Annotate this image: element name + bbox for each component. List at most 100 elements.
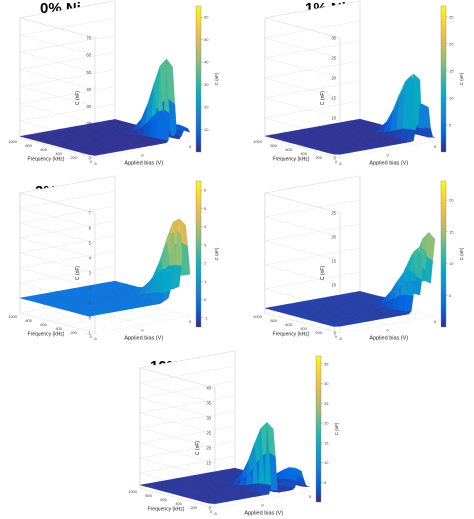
grid-line xyxy=(139,365,236,404)
z-tick-label: 0 xyxy=(334,156,337,161)
z-tick-label: -1 xyxy=(87,331,91,336)
z-tick-label: 10 xyxy=(206,476,211,481)
grid-line xyxy=(264,312,341,334)
x-tick-label: 0 xyxy=(386,153,389,158)
grid-line xyxy=(19,220,116,259)
colorbar-tick-label: 30 xyxy=(204,82,209,87)
chart-panel: 1% Ni051015202530C (nF)10008006004002000… xyxy=(245,0,474,168)
grid-line xyxy=(19,312,96,334)
x-tick-label: -5 xyxy=(338,336,342,341)
x-tick-label: 5 xyxy=(189,319,192,324)
x-tick-label: -5 xyxy=(213,511,217,516)
colorbar-tick-label: 25 xyxy=(449,14,454,19)
colorbar-tick-label: 15 xyxy=(449,68,454,73)
colorbar-label: C (nF) xyxy=(214,72,219,85)
z-tick-label: 4 xyxy=(89,256,92,261)
colorbar xyxy=(440,5,447,153)
z-tick-label: 30 xyxy=(86,104,91,109)
x-tick-label: 5 xyxy=(434,144,437,149)
colorbar-label: C (nF) xyxy=(459,72,464,85)
z-tick-label: 7 xyxy=(89,211,92,216)
grid-line xyxy=(19,52,116,90)
colorbar-tick-label: 20 xyxy=(449,198,454,203)
chart-panel: 10% Ni0510152025303540C (nF)100080060040… xyxy=(120,350,350,518)
colorbar-tick-label: 10 xyxy=(204,127,209,132)
grid-line xyxy=(264,199,361,238)
y-tick-label: 400 xyxy=(175,501,182,506)
z-tick-label: 2 xyxy=(89,286,92,291)
grid-line xyxy=(19,0,116,39)
surface xyxy=(19,218,191,317)
x-tick-label: 5 xyxy=(309,494,312,499)
z-axis-label: C (nF) xyxy=(75,266,81,281)
surface xyxy=(264,73,436,155)
z-tick-label: 15 xyxy=(331,96,336,101)
colorbar-tick-label: 50 xyxy=(204,37,209,42)
grid-line xyxy=(264,137,341,159)
x-axis-label: Applied bias (V) xyxy=(244,510,283,516)
z-tick-label: 10 xyxy=(86,138,91,143)
colorbar-tick-label: 60 xyxy=(204,15,209,20)
z-tick-label: 5 xyxy=(209,491,212,496)
axes-box xyxy=(264,175,436,334)
grid-line xyxy=(264,80,361,119)
grid-line xyxy=(139,395,236,434)
z-tick-label: 3 xyxy=(89,271,92,276)
colorbar-tick-label: 15 xyxy=(449,229,454,234)
colorbar xyxy=(315,355,322,503)
grid-line xyxy=(139,410,236,449)
z-tick-label: 25 xyxy=(331,56,336,61)
surface xyxy=(139,421,311,504)
colorbar-tick-label: 10 xyxy=(449,261,454,266)
grid-line xyxy=(19,86,116,124)
colorbar-tick-label: 30 xyxy=(324,381,329,386)
y-tick-label: 800 xyxy=(270,143,277,148)
y-tick-label: 600 xyxy=(40,322,47,327)
grid-line xyxy=(264,223,361,262)
surface xyxy=(19,58,191,156)
y-axis-label: Frequency (kHz) xyxy=(28,157,65,163)
x-tick-label: 0 xyxy=(386,328,389,333)
z-tick-label: 10 xyxy=(331,283,336,288)
y-tick-label: 600 xyxy=(285,322,292,327)
grid-line xyxy=(139,440,236,479)
z-tick-label: 1 xyxy=(89,301,92,306)
grid-line xyxy=(139,425,236,464)
colorbar xyxy=(195,180,202,328)
x-tick-label: 5 xyxy=(189,144,192,149)
z-tick-label: 20 xyxy=(86,121,91,126)
colorbar-tick-label: 15 xyxy=(324,440,329,445)
colorbar-tick-label: -1 xyxy=(204,315,208,320)
colorbar-tick-label: 40 xyxy=(204,60,209,65)
y-tick-label: 400 xyxy=(55,326,62,331)
surface-plot: 0 5 10 15 20 25 C (nF) 1000 800 600 400 200 0 Frequen… xyxy=(253,175,464,341)
grid-line xyxy=(19,35,116,73)
colorbar-tick-label: 35 xyxy=(324,361,329,366)
y-axis-label: Frequency (kHz) xyxy=(273,157,310,163)
z-tick-label: 10 xyxy=(331,116,336,121)
grid-line xyxy=(139,487,216,509)
y-tick-label: 600 xyxy=(40,147,47,152)
colorbar-label: C (nF) xyxy=(214,247,219,260)
z-axis-label: C (nF) xyxy=(195,441,201,456)
z-tick-label: 40 xyxy=(86,87,91,92)
x-tick-label: 0 xyxy=(141,328,144,333)
z-tick-label: 15 xyxy=(331,259,336,264)
grid-line xyxy=(264,0,361,39)
grid-line xyxy=(264,60,361,99)
grid-line xyxy=(264,20,361,59)
surface-plot: 0 5 10 15 20 25 30 C (nF) 1000 800 600 400 200 0 Frequ… xyxy=(253,0,464,166)
z-tick-label: 35 xyxy=(206,401,211,406)
z-tick-label: 0 xyxy=(89,156,92,161)
colorbar xyxy=(440,180,447,328)
x-axis-label: Applied bias (V) xyxy=(124,160,163,166)
colorbar-tick-label: 5 xyxy=(204,206,207,211)
axes-box xyxy=(139,350,311,509)
x-tick-label: -5 xyxy=(93,161,97,166)
grid-line xyxy=(19,69,116,107)
y-axis-label: Frequency (kHz) xyxy=(28,332,65,338)
grid-line xyxy=(264,247,361,286)
y-tick-label: 0 xyxy=(335,159,338,164)
x-tick-label: -5 xyxy=(93,336,97,341)
colorbar-tick-label: 2 xyxy=(204,261,207,266)
